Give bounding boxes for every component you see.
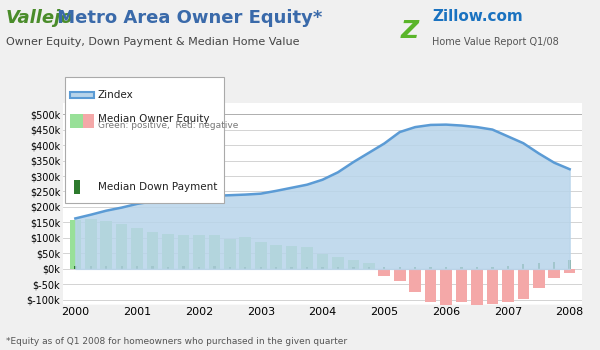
Text: Zillow.com: Zillow.com [432, 9, 523, 24]
Bar [131, 228, 143, 269]
Bar [456, 269, 467, 302]
Bar [121, 266, 123, 269]
Text: Z: Z [400, 20, 419, 43]
Text: Home Value Report Q1/08: Home Value Report Q1/08 [432, 37, 559, 47]
Bar [430, 267, 432, 269]
Bar [275, 267, 277, 269]
Bar [471, 269, 483, 304]
Bar [460, 267, 463, 269]
Bar [209, 235, 220, 269]
Bar [414, 267, 416, 269]
Bar [445, 267, 447, 269]
Bar [398, 267, 401, 269]
Bar [347, 260, 359, 269]
Bar [564, 269, 575, 273]
Bar [178, 236, 189, 269]
Text: Owner Equity, Down Payment & Median Home Value: Owner Equity, Down Payment & Median Home… [6, 37, 299, 47]
Text: Green: positive,  Red: negative: Green: positive, Red: negative [98, 121, 238, 130]
Bar [368, 267, 370, 269]
Bar [301, 247, 313, 269]
Bar [255, 241, 266, 269]
Bar [162, 234, 174, 269]
Bar [182, 266, 185, 269]
Bar [244, 267, 247, 269]
Bar [85, 219, 97, 269]
Bar [322, 267, 323, 269]
Bar [105, 266, 107, 269]
Bar [306, 267, 308, 269]
Text: *Equity as of Q1 2008 for homeowners who purchased in the given quarter: *Equity as of Q1 2008 for homeowners who… [6, 337, 347, 346]
Bar [352, 267, 355, 269]
Text: Median Owner Equity: Median Owner Equity [98, 114, 209, 124]
Bar [151, 266, 154, 269]
Bar [379, 269, 390, 276]
Bar [506, 266, 509, 269]
Bar [409, 269, 421, 292]
Bar [487, 269, 498, 303]
Bar [116, 224, 127, 269]
Bar [286, 246, 298, 269]
Bar [70, 220, 81, 269]
Bar [167, 267, 169, 269]
Bar [337, 267, 339, 269]
Text: Metro Area Owner Equity*: Metro Area Owner Equity* [51, 9, 322, 27]
Bar [74, 266, 77, 269]
Bar [502, 269, 514, 302]
Bar [213, 266, 215, 269]
Bar [136, 266, 139, 269]
Bar [476, 267, 478, 269]
Bar [271, 245, 282, 269]
Bar [553, 262, 556, 269]
Bar [440, 269, 452, 306]
Text: Zindex: Zindex [98, 90, 134, 100]
Bar [394, 269, 406, 281]
Text: Vallejo: Vallejo [6, 9, 74, 27]
Bar [568, 260, 571, 269]
Bar [89, 266, 92, 269]
Bar [548, 269, 560, 278]
Bar [193, 236, 205, 269]
Bar [518, 269, 529, 299]
Bar [332, 257, 344, 269]
Bar [425, 269, 436, 302]
Bar [317, 254, 328, 269]
Bar [100, 221, 112, 269]
Bar [198, 267, 200, 269]
Bar [522, 264, 524, 269]
Bar [239, 237, 251, 269]
Bar [290, 267, 293, 269]
Bar [538, 263, 540, 269]
Bar [383, 267, 385, 269]
Bar [147, 232, 158, 269]
Bar [533, 269, 545, 288]
Bar [224, 239, 236, 269]
Bar [491, 267, 494, 269]
Text: Median Down Payment: Median Down Payment [98, 182, 217, 192]
Bar [363, 263, 374, 269]
Bar [229, 267, 231, 269]
Bar [260, 267, 262, 269]
